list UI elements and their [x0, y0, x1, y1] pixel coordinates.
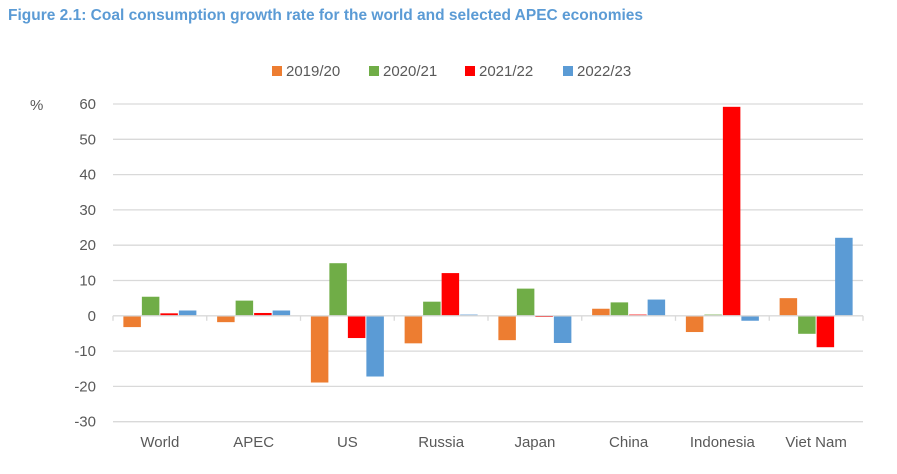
x-tick-label: Indonesia [690, 434, 756, 451]
y-tick-label: 10 [79, 273, 96, 290]
y-tick-labels: 60 50 40 30 20 10 0 -10 -20 -30 [74, 96, 96, 431]
bar-2020-21-us [329, 263, 347, 316]
x-tick-label: Viet Nam [785, 434, 846, 451]
x-tick-label: World [140, 434, 179, 451]
x-tick-label: Japan [514, 434, 555, 451]
bar-2019-20-china [592, 308, 610, 316]
bar-2022-23-world [178, 310, 197, 316]
bar-2021-22-russia [441, 273, 460, 316]
legend-swatch [563, 66, 573, 76]
bar-2019-20-viet-nam [779, 298, 798, 316]
bar-2021-22-indonesia [722, 106, 741, 316]
bar-2019-20-indonesia [685, 315, 704, 333]
bar-2022-23-china [647, 299, 666, 316]
bar-2021-22-us [347, 315, 366, 339]
bar-2019-20-russia [404, 315, 423, 344]
x-tick-label: APEC [233, 434, 274, 451]
y-tick-label: 0 [88, 308, 96, 325]
bar-2021-22-viet-nam [816, 315, 835, 348]
y-tick-label: 20 [79, 237, 96, 254]
legend: 2019/20 2020/21 2021/22 2022/23 [272, 63, 631, 80]
x-tick-label: US [337, 434, 358, 451]
legend-label: 2020/21 [383, 63, 437, 80]
y-tick-label: -20 [74, 378, 96, 395]
bar-2019-20-us [310, 315, 329, 383]
y-tick-label: 40 [79, 167, 96, 184]
bar-2019-20-world [123, 315, 141, 328]
bar-2020-21-viet-nam [798, 315, 816, 334]
legend-item: 2021/22 [465, 63, 533, 80]
legend-label: 2021/22 [479, 63, 533, 80]
gridlines [113, 103, 863, 423]
legend-swatch [369, 66, 379, 76]
bar-2019-20-apec [217, 315, 235, 323]
bar-2022-23-indonesia [741, 315, 759, 321]
bars [123, 106, 853, 383]
bar-2022-23-viet-nam [835, 237, 853, 316]
bar-2020-21-china [610, 302, 629, 316]
legend-swatch [272, 66, 282, 76]
y-tick-label: 50 [79, 131, 96, 148]
legend-label: 2022/23 [577, 63, 631, 80]
bar-2020-21-apec [235, 300, 254, 316]
bar-2020-21-japan [516, 288, 535, 316]
bar-2021-22-apec [254, 312, 272, 316]
y-axis-label: % [30, 97, 43, 114]
y-tick-label: 60 [79, 96, 96, 113]
axes [112, 315, 864, 321]
legend-swatch [465, 66, 475, 76]
bar-2020-21-russia [423, 301, 441, 316]
y-tick-label: 30 [79, 202, 96, 219]
legend-item: 2019/20 [272, 63, 340, 80]
bar-2022-23-japan [553, 315, 572, 343]
bar-2022-23-us [366, 315, 384, 377]
bar-2020-21-world [141, 296, 160, 316]
legend-label: 2019/20 [286, 63, 340, 80]
x-tick-label: China [609, 434, 649, 451]
y-tick-label: -10 [74, 343, 96, 360]
legend-item: 2022/23 [563, 63, 631, 80]
figure-title: Figure 2.1: Coal consumption growth rate… [8, 7, 644, 24]
bar-2019-20-japan [498, 315, 516, 341]
legend-item: 2020/21 [369, 63, 437, 80]
y-tick-label: -30 [74, 414, 96, 431]
bar-2021-22-world [160, 313, 178, 316]
bar-2022-23-apec [272, 310, 291, 316]
x-tick-labels: World APEC US Russia Japan China Indonesia Viet… [140, 434, 846, 451]
x-tick-label: Russia [418, 434, 465, 451]
